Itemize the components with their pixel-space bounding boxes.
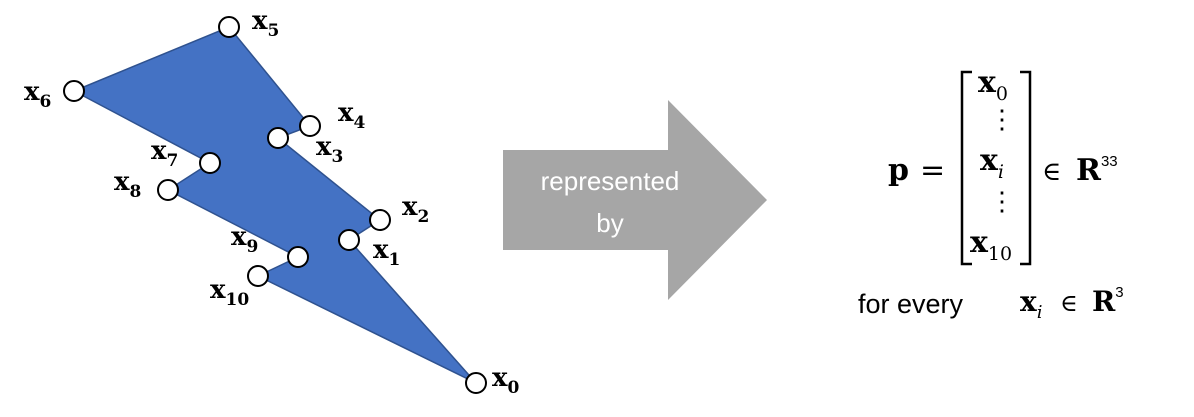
vertex-label-x9: x9 [231,222,258,257]
vertex-x4 [299,115,321,137]
vertex-label-x4: x4 [338,98,366,133]
equation: p = x0 ⋮ xi ⋮ x10 ∈ R33 [888,65,1118,266]
vertex-label-x5: x5 [252,6,279,41]
caption-prefix: for every [858,289,964,319]
vertex-label-x7: x7 [151,136,178,171]
vertex-x8 [157,179,179,201]
vertex-label-x8: x8 [114,167,141,202]
vertex-x5 [218,16,240,38]
equation-equals: = [920,153,945,188]
vertex-x6 [63,80,85,102]
vertex-x9 [287,246,309,268]
vertex-markers [63,16,487,394]
vertex-label-x0: x0 [492,363,520,398]
vertex-label-x2: x2 [402,192,429,227]
caption-variable: xi [1020,285,1042,323]
vertex-label-x1: x1 [373,235,400,270]
vertex-x7 [199,152,221,174]
caption-space: R3 [1092,284,1124,318]
vertex-x10 [247,265,269,287]
vector-entry-x0: x0 [978,65,1008,105]
vertex-x0 [465,372,487,394]
vertex-x1 [338,229,360,251]
vector-entry-xi: xi [980,143,1004,183]
vector-right-bracket [1020,70,1032,266]
vertex-x3 [267,127,289,149]
represented-by-arrow [503,100,767,300]
vector-ellipsis-top: ⋮ [989,105,1015,135]
equation-member-symbol: ∈ [1042,157,1061,187]
caption: for every xi ∈ R3 [858,284,1124,323]
equation-lhs: p [888,153,909,188]
vertex-label-x6: x6 [24,77,51,112]
vector-left-bracket [960,70,972,266]
equation-space: R33 [1076,153,1118,188]
vertex-label-x10: x10 [210,275,249,310]
vertex-label-x3: x3 [316,132,343,167]
vector-ellipsis-bottom: ⋮ [989,187,1015,217]
vertex-x2 [369,209,391,231]
arrow-text-line1: represented [541,166,680,196]
vector-entry-x10: x10 [970,225,1012,265]
caption-member-symbol: ∈ [1060,289,1078,317]
arrow-text-line2: by [596,208,623,238]
